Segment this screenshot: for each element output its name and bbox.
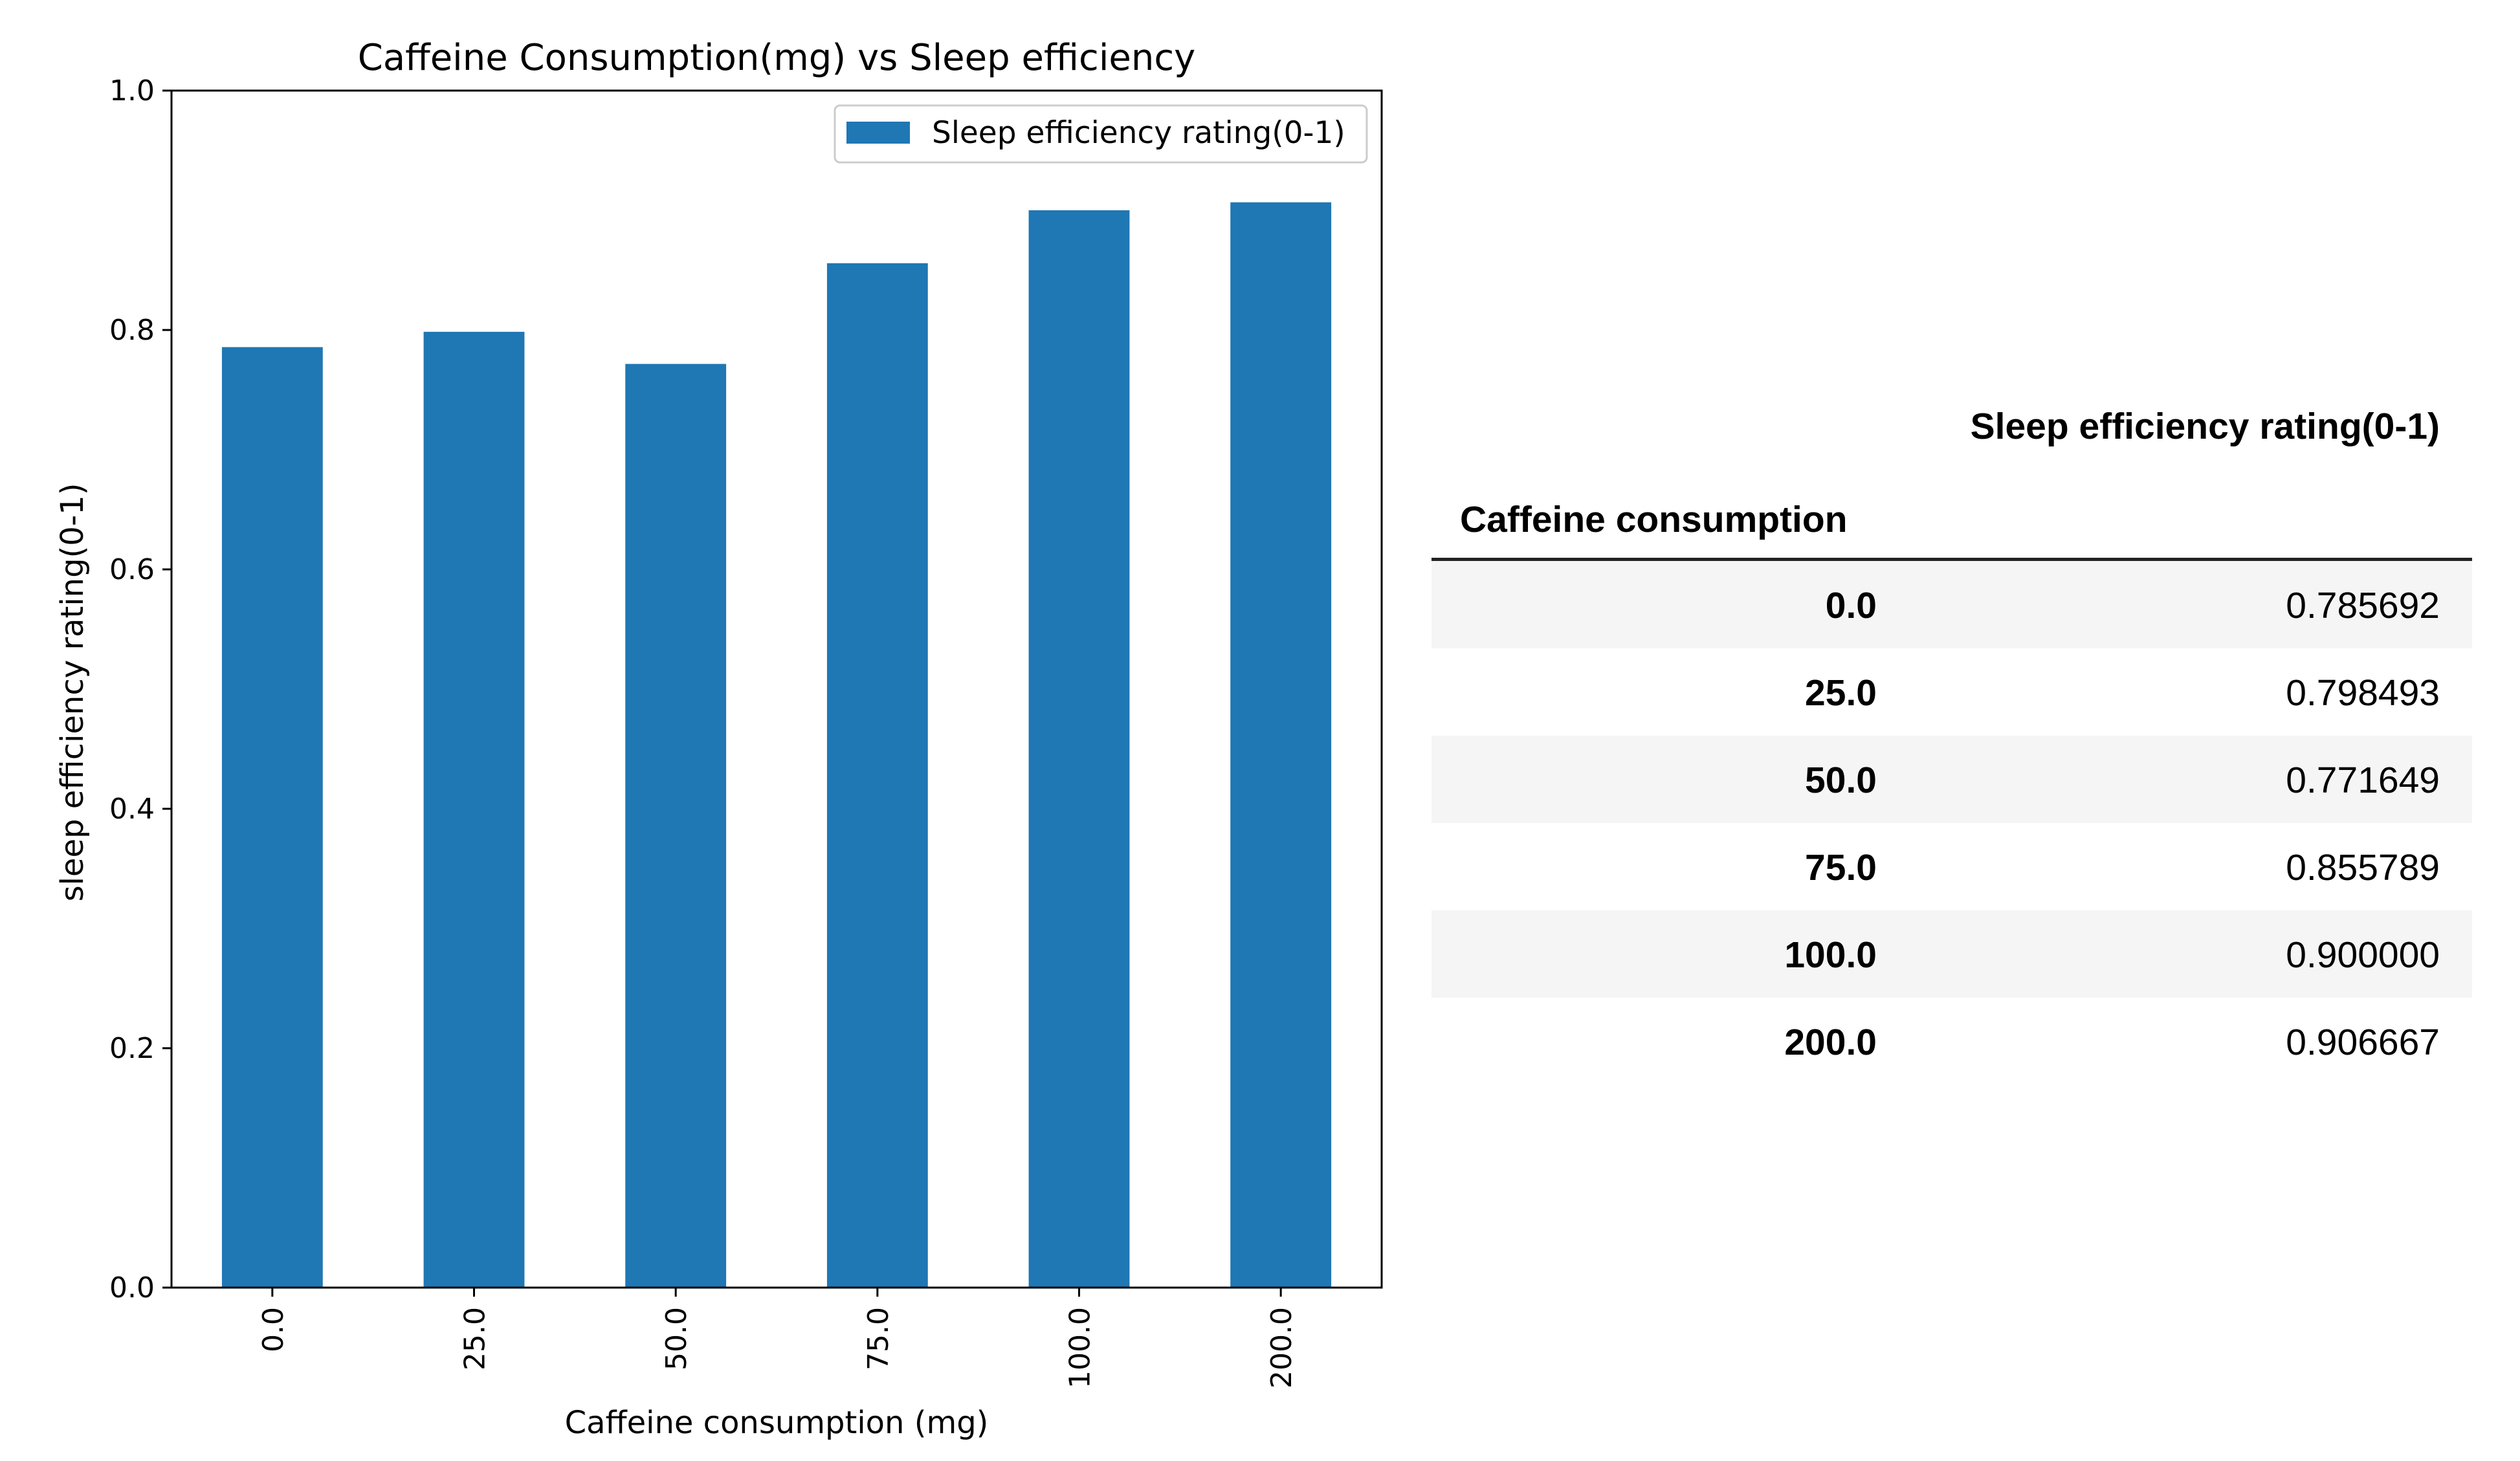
bar	[1230, 202, 1332, 1288]
plot-area: 0.0 25.0 50.0 75.0 100.0 200.0 0.0 0.2 0.4 0.6 0.8…	[109, 74, 1332, 1389]
legend-swatch	[846, 122, 910, 144]
bar	[1028, 210, 1130, 1288]
x-tick-label: 0.0	[257, 1307, 290, 1352]
legend-box	[834, 104, 1368, 164]
y-tick-label: 1.0	[109, 74, 155, 107]
x-tick-label: 25.0	[459, 1307, 492, 1370]
table-row: 200.0 0.906667	[1431, 998, 2472, 1085]
x-tick-label: 100.0	[1064, 1307, 1097, 1389]
x-tick-label: 200.0	[1265, 1307, 1298, 1389]
table-row: 100.0 0.900000	[1431, 910, 2472, 998]
bar	[826, 263, 928, 1288]
row-index: 75.0	[1805, 847, 1877, 888]
table-column-header-row: Sleep efficiency rating(0-1)	[1431, 388, 2472, 475]
row-value: 0.906667	[2286, 1022, 2440, 1063]
row-value: 0.771649	[2286, 760, 2440, 801]
row-value: 0.798493	[2286, 672, 2440, 714]
table-row: 0.0 0.785692	[1431, 561, 2472, 648]
bar	[221, 347, 323, 1288]
x-tick-label: 50.0	[660, 1307, 693, 1370]
legend: Sleep efficiency rating(0-1)	[834, 104, 1368, 164]
chart-title: Caffeine Consumption(mg) vs Sleep effici…	[358, 37, 1196, 79]
row-index: 100.0	[1784, 934, 1877, 976]
bar	[423, 331, 525, 1288]
y-tick-label: 0.0	[109, 1271, 155, 1304]
plot-frame	[170, 89, 1383, 1289]
bar	[625, 364, 727, 1288]
table-index-header: Caffeine consumption	[1460, 499, 1848, 540]
table-index-header-row: Caffeine consumption	[1431, 475, 2472, 561]
bar-chart: Caffeine Consumption(mg) vs Sleep effici…	[54, 37, 1383, 1441]
y-axis-label: sleep efficiency rating(0-1)	[54, 483, 91, 902]
row-value: 0.855789	[2286, 847, 2440, 888]
row-index: 50.0	[1805, 760, 1877, 801]
x-axis-label: Caffeine consumption (mg)	[565, 1405, 989, 1441]
y-tick-label: 0.6	[109, 553, 155, 586]
table-row: 75.0 0.855789	[1431, 823, 2472, 910]
y-tick-label: 0.2	[109, 1032, 155, 1065]
row-value: 0.900000	[2286, 934, 2440, 976]
row-value: 0.785692	[2286, 585, 2440, 626]
x-tick-label: 75.0	[862, 1307, 895, 1370]
row-index: 200.0	[1784, 1022, 1877, 1063]
table-row: 50.0 0.771649	[1431, 736, 2472, 823]
row-index: 25.0	[1805, 672, 1877, 714]
legend-label: Sleep efficiency rating(0-1)	[932, 115, 1345, 151]
y-tick-label: 0.4	[109, 793, 155, 826]
row-index: 0.0	[1825, 585, 1877, 626]
table-row: 25.0 0.798493	[1431, 648, 2472, 736]
table-column-header: Sleep efficiency rating(0-1)	[1970, 406, 2440, 447]
summary-table: Sleep efficiency rating(0-1) Caffeine co…	[1431, 388, 2472, 1085]
y-tick-label: 0.8	[109, 314, 155, 347]
